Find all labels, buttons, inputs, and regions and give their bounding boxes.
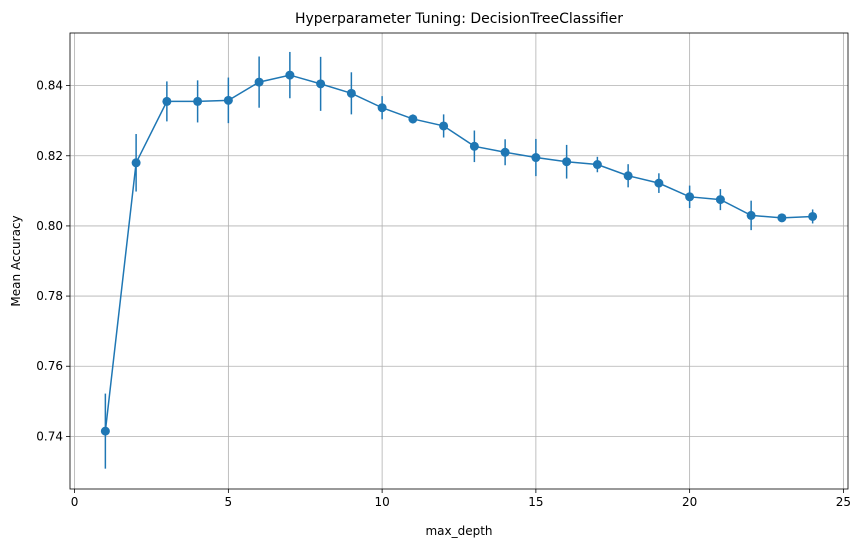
data-point — [654, 178, 664, 188]
x-tick-label: 15 — [528, 495, 543, 509]
series-line — [104, 74, 813, 432]
data-point — [285, 70, 295, 80]
data-point — [746, 210, 756, 220]
data-point — [254, 77, 264, 87]
y-tick-label: 0.76 — [36, 359, 63, 373]
ticks: 0 5 10 15 20 25 0.74 0.76 0.78 0.80 0.82 0.84 — [36, 79, 851, 509]
data-point — [715, 195, 725, 205]
data-point — [193, 96, 203, 106]
y-tick-label: 0.80 — [36, 219, 63, 233]
data-point — [377, 103, 387, 113]
y-tick-label: 0.82 — [36, 149, 63, 163]
data-point — [131, 158, 141, 168]
series-layer — [100, 51, 818, 469]
data-point — [562, 157, 572, 167]
data-point — [408, 114, 418, 124]
data-point — [162, 96, 172, 106]
x-tick-label: 20 — [682, 495, 697, 509]
data-point — [808, 211, 818, 221]
x-tick-label: 25 — [836, 495, 851, 509]
data-point — [685, 192, 695, 202]
chart-title: Hyperparameter Tuning: DecisionTreeClass… — [295, 11, 623, 27]
y-tick-label: 0.78 — [36, 289, 63, 303]
data-point — [592, 160, 602, 170]
data-point — [623, 171, 633, 181]
y-tick-label: 0.84 — [36, 79, 63, 93]
data-point — [223, 95, 233, 105]
data-point — [500, 147, 510, 157]
x-axis-label: max_depth — [425, 524, 492, 538]
y-tick-label: 0.74 — [36, 429, 63, 443]
data-point — [469, 141, 479, 151]
data-point — [100, 426, 110, 436]
x-tick-label: 5 — [225, 495, 233, 509]
data-point — [777, 213, 787, 223]
data-point — [531, 153, 541, 163]
y-axis-label: Mean Accuracy — [9, 215, 23, 306]
data-point — [316, 79, 326, 89]
data-point — [439, 121, 449, 131]
plot-frame — [69, 32, 849, 490]
x-tick-label: 10 — [374, 495, 389, 509]
x-tick-label: 0 — [71, 495, 79, 509]
data-point — [346, 88, 356, 98]
